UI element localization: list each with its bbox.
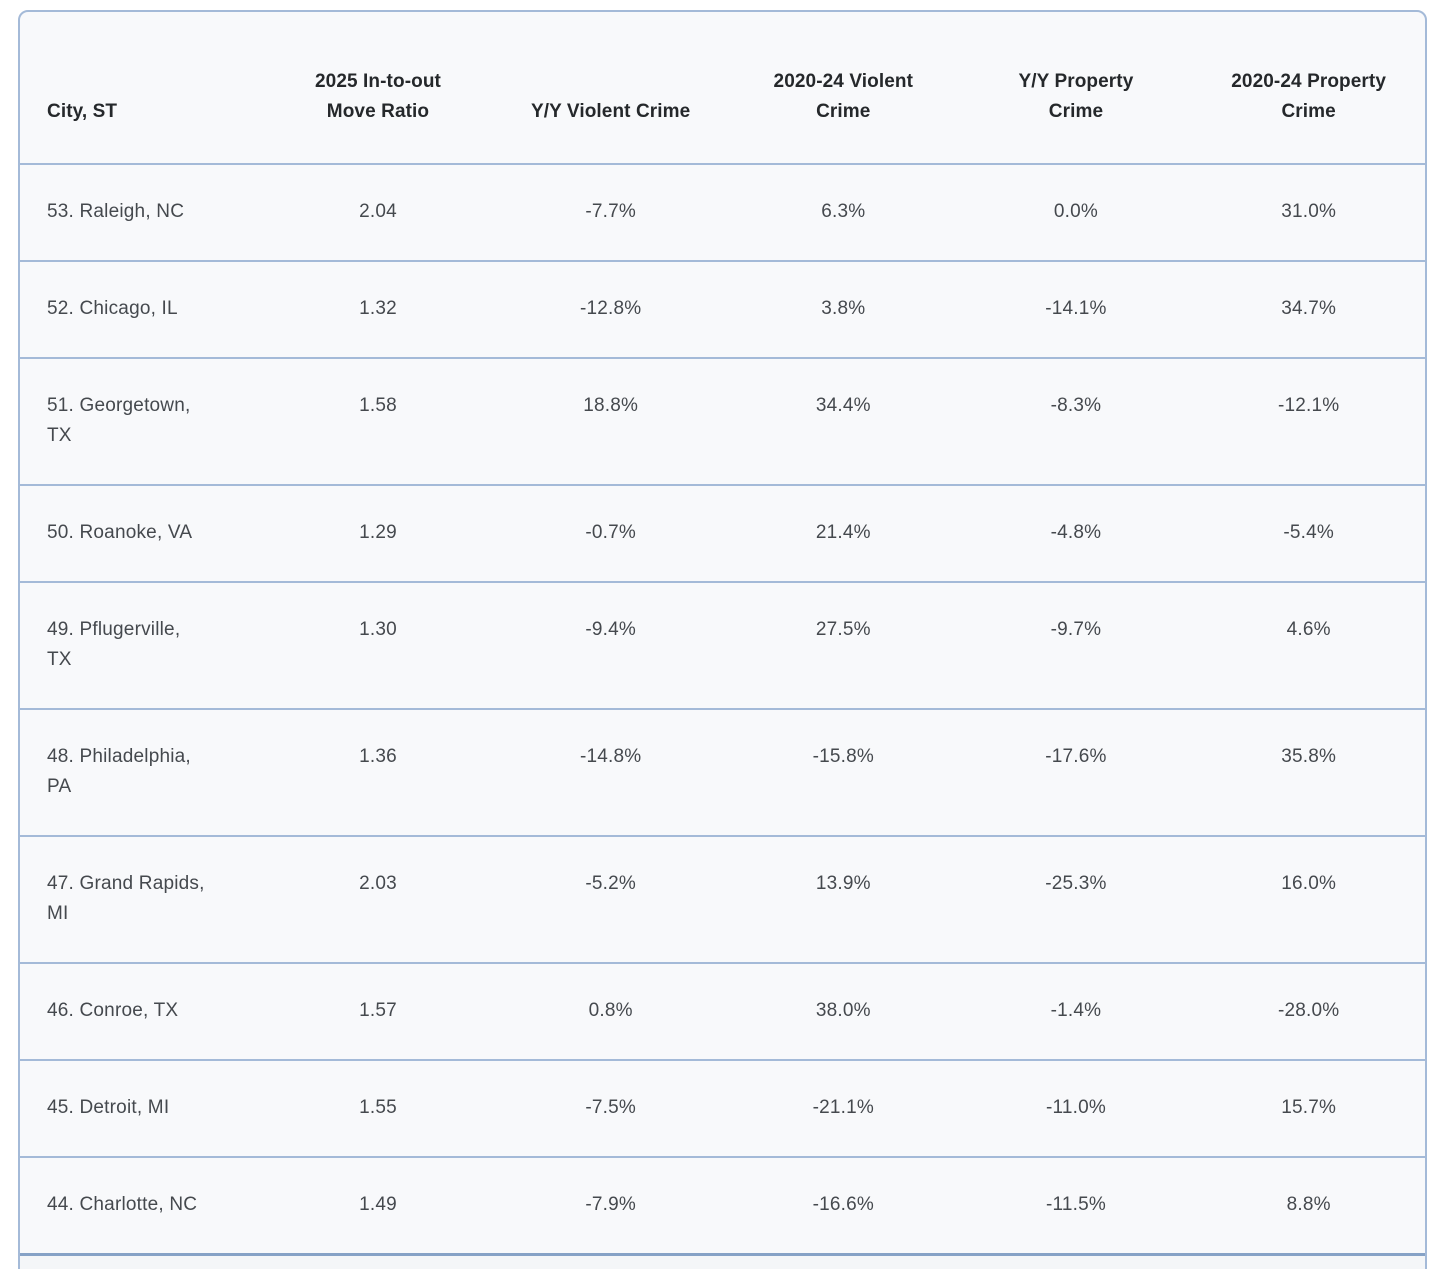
column-header-yy-property-crime: Y/Y Property Crime bbox=[1018, 71, 1134, 122]
cell-yy-violent-crime: -7.7% bbox=[585, 201, 636, 222]
cell-yy-violent-crime: -7.9% bbox=[585, 1194, 636, 1215]
cell-property-crime-2020-24: 8.8% bbox=[1286, 1194, 1331, 1215]
table-row: 47. Grand Rapids, MI 2.03 -5.2% 13.9% -25.3%… bbox=[20, 836, 1425, 963]
table-row: 46. Conroe, TX 1.57 0.8% 38.0% -1.4% -28.0% bbox=[20, 963, 1425, 1060]
cell-yy-property-crime: -8.3% bbox=[1050, 395, 1102, 416]
cell-violent-crime-2020-24: -16.6% bbox=[812, 1194, 874, 1215]
next-row-clipped bbox=[20, 1254, 1425, 1269]
next-row-clipped-cell bbox=[20, 1254, 1425, 1269]
city-crime-table-card: City, ST 2025 In-to-out Move Ratio Y/Y Vio… bbox=[18, 10, 1427, 1269]
table-body: 53. Raleigh, NC 2.04 -7.7% 6.3% 0.0% 31.0% 52.… bbox=[20, 164, 1425, 1269]
city-crime-table: City, ST 2025 In-to-out Move Ratio Y/Y Vio… bbox=[20, 12, 1425, 1269]
cell-move-ratio-2025: 1.29 bbox=[359, 522, 397, 543]
table-row: 53. Raleigh, NC 2.04 -7.7% 6.3% 0.0% 31.0% bbox=[20, 164, 1425, 261]
cell-move-ratio-2025: 1.30 bbox=[359, 619, 397, 640]
cell-yy-violent-crime: 0.8% bbox=[588, 1000, 633, 1021]
column-header-city-st: City, ST bbox=[47, 101, 118, 122]
cell-move-ratio-2025: 1.55 bbox=[359, 1097, 397, 1118]
cell-yy-property-crime: -17.6% bbox=[1045, 746, 1107, 767]
cell-yy-property-crime: 0.0% bbox=[1053, 201, 1098, 222]
cell-yy-property-crime: -4.8% bbox=[1050, 522, 1102, 543]
cell-yy-violent-crime: -0.7% bbox=[585, 522, 636, 543]
cell-city-st: 49. Pflugerville, TX bbox=[47, 619, 181, 670]
cell-violent-crime-2020-24: 13.9% bbox=[815, 873, 871, 894]
cell-yy-property-crime: -11.0% bbox=[1045, 1097, 1106, 1118]
cell-move-ratio-2025: 1.57 bbox=[359, 1000, 397, 1021]
cell-move-ratio-2025: 1.49 bbox=[359, 1194, 397, 1215]
table-row: 48. Philadelphia, PA 1.36 -14.8% -15.8% -17.… bbox=[20, 709, 1425, 836]
cell-yy-property-crime: -25.3% bbox=[1045, 873, 1107, 894]
cell-violent-crime-2020-24: -21.1% bbox=[812, 1097, 874, 1118]
cell-property-crime-2020-24: 15.7% bbox=[1281, 1097, 1337, 1118]
column-header-move-ratio-2025: 2025 In-to-out Move Ratio bbox=[315, 71, 441, 122]
cell-property-crime-2020-24: 31.0% bbox=[1281, 201, 1337, 222]
cell-move-ratio-2025: 2.04 bbox=[359, 201, 397, 222]
column-header-property-crime-2020-24: 2020-24 Property Crime bbox=[1231, 71, 1387, 122]
column-header-yy-violent-crime: Y/Y Violent Crime bbox=[530, 101, 691, 122]
column-header-violent-crime-2020-24: 2020-24 Violent Crime bbox=[773, 71, 914, 122]
cell-yy-property-crime: -9.7% bbox=[1050, 619, 1102, 640]
table-row: 49. Pflugerville, TX 1.30 -9.4% 27.5% -9.7% 4… bbox=[20, 582, 1425, 709]
cell-property-crime-2020-24: -5.4% bbox=[1283, 522, 1334, 543]
cell-city-st: 44. Charlotte, NC bbox=[47, 1194, 198, 1215]
cell-violent-crime-2020-24: 34.4% bbox=[815, 395, 871, 416]
cell-yy-violent-crime: -5.2% bbox=[585, 873, 636, 894]
cell-property-crime-2020-24: 34.7% bbox=[1281, 298, 1337, 319]
cell-city-st: 47. Grand Rapids, MI bbox=[47, 873, 205, 924]
cell-yy-violent-crime: -7.5% bbox=[585, 1097, 636, 1118]
cell-property-crime-2020-24: -28.0% bbox=[1277, 1000, 1340, 1021]
cell-yy-property-crime: -14.1% bbox=[1045, 298, 1107, 319]
cell-property-crime-2020-24: 16.0% bbox=[1281, 873, 1337, 894]
cell-violent-crime-2020-24: 38.0% bbox=[815, 1000, 871, 1021]
cell-yy-violent-crime: -9.4% bbox=[585, 619, 636, 640]
cell-property-crime-2020-24: -12.1% bbox=[1277, 395, 1340, 416]
cell-violent-crime-2020-24: 27.5% bbox=[815, 619, 871, 640]
cell-violent-crime-2020-24: 6.3% bbox=[821, 201, 866, 222]
table-header: City, ST 2025 In-to-out Move Ratio Y/Y Vio… bbox=[20, 12, 1425, 164]
cell-move-ratio-2025: 2.03 bbox=[359, 873, 397, 894]
cell-move-ratio-2025: 1.36 bbox=[359, 746, 397, 767]
cell-city-st: 46. Conroe, TX bbox=[47, 1000, 179, 1021]
cell-property-crime-2020-24: 4.6% bbox=[1286, 619, 1331, 640]
cell-violent-crime-2020-24: 21.4% bbox=[815, 522, 871, 543]
cell-city-st: 53. Raleigh, NC bbox=[47, 201, 185, 222]
cell-move-ratio-2025: 1.32 bbox=[359, 298, 397, 319]
cell-city-st: 48. Philadelphia, PA bbox=[47, 746, 191, 797]
header-row: City, ST 2025 In-to-out Move Ratio Y/Y Vio… bbox=[20, 12, 1425, 164]
cell-yy-property-crime: -11.5% bbox=[1045, 1194, 1106, 1215]
cell-violent-crime-2020-24: 3.8% bbox=[821, 298, 866, 319]
cell-violent-crime-2020-24: -15.8% bbox=[812, 746, 874, 767]
cell-city-st: 50. Roanoke, VA bbox=[47, 522, 193, 543]
table-row: 44. Charlotte, NC 1.49 -7.9% -16.6% -11.5% 8.… bbox=[20, 1157, 1425, 1255]
cell-city-st: 45. Detroit, MI bbox=[47, 1097, 170, 1118]
cell-yy-violent-crime: -12.8% bbox=[579, 298, 642, 319]
cell-move-ratio-2025: 1.58 bbox=[359, 395, 397, 416]
table-row: 52. Chicago, IL 1.32 -12.8% 3.8% -14.1% 34.7% bbox=[20, 261, 1425, 358]
cell-property-crime-2020-24: 35.8% bbox=[1281, 746, 1337, 767]
cell-yy-property-crime: -1.4% bbox=[1050, 1000, 1102, 1021]
table-row: 50. Roanoke, VA 1.29 -0.7% 21.4% -4.8% -5.4% bbox=[20, 485, 1425, 582]
table-row: 51. Georgetown, TX 1.58 18.8% 34.4% -8.3% -12… bbox=[20, 358, 1425, 485]
table-row: 45. Detroit, MI 1.55 -7.5% -21.1% -11.0% 15.7… bbox=[20, 1060, 1425, 1157]
cell-yy-violent-crime: 18.8% bbox=[583, 395, 639, 416]
cell-city-st: 52. Chicago, IL bbox=[47, 298, 178, 319]
cell-city-st: 51. Georgetown, TX bbox=[47, 395, 191, 446]
cell-yy-violent-crime: -14.8% bbox=[579, 746, 642, 767]
